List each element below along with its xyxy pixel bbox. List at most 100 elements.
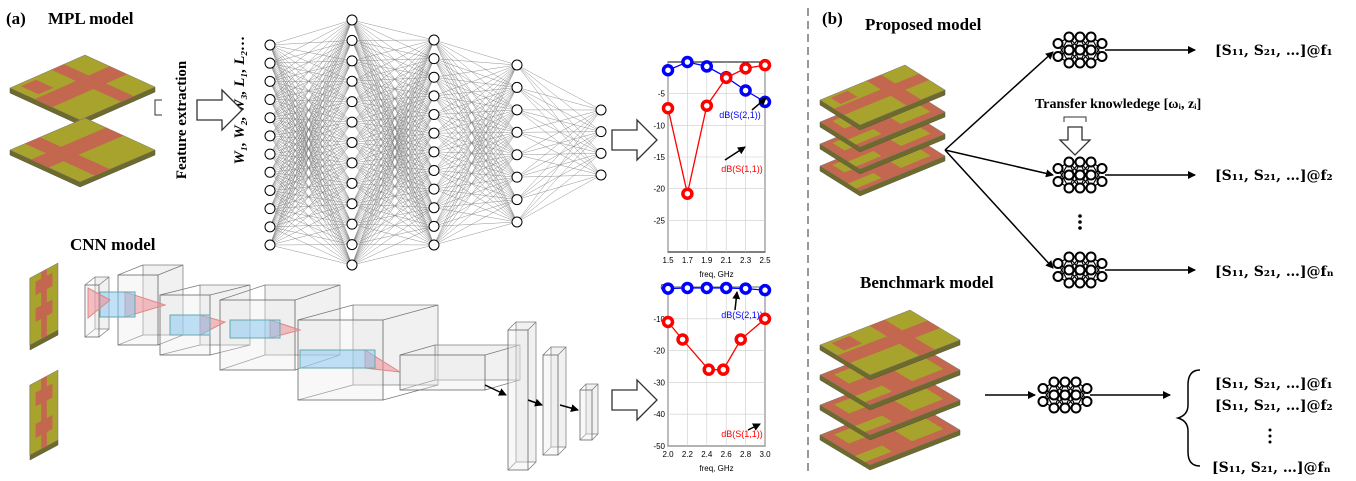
marker: [702, 62, 711, 71]
cnn-box-edge: [508, 322, 516, 330]
neuron: [347, 158, 357, 168]
connection: [352, 20, 434, 96]
cnn-box-edge: [580, 384, 586, 390]
marker: [683, 283, 692, 292]
neuron: [1039, 384, 1048, 393]
neuron: [265, 113, 275, 123]
connection: [434, 87, 517, 170]
neuron: [265, 222, 275, 232]
hollow-arrow: [612, 120, 657, 160]
feature-slab: [300, 350, 375, 368]
marker: [678, 335, 687, 344]
connection: [517, 132, 601, 155]
neuron: [1072, 391, 1081, 400]
neuron: [429, 203, 439, 213]
connection: [434, 152, 517, 177]
neuron: [1065, 171, 1074, 180]
brace: [1178, 370, 1200, 466]
neuron: [1087, 46, 1096, 55]
neuron: [1050, 391, 1059, 400]
y-tick-label: -20: [653, 185, 665, 194]
neuron: [512, 127, 522, 137]
neuron: [1065, 158, 1074, 167]
y-tick-label: -10: [653, 121, 665, 130]
neuron: [265, 58, 275, 68]
neuron: [1065, 279, 1074, 288]
marker: [741, 86, 750, 95]
series-label: dB(S(2,1)): [721, 310, 763, 320]
neuron: [1076, 171, 1085, 180]
neuron: [1076, 46, 1085, 55]
connection: [434, 87, 517, 245]
neuron: [512, 195, 522, 205]
neuron: [512, 82, 522, 92]
cnn-title: CNN model: [70, 235, 156, 254]
y-tick-label: -15: [653, 153, 665, 162]
ellipsis-dot: [1269, 429, 1272, 432]
neuron: [1065, 33, 1074, 42]
ellipsis-dot: [1078, 220, 1082, 224]
series-label: dB(S(2,1)): [719, 110, 761, 120]
y-tick-label: -20: [653, 347, 665, 356]
arrow: [945, 150, 1053, 268]
output-label: [S₁₁, S₂₁, …]@f₂: [1215, 398, 1333, 414]
neuron: [1087, 158, 1096, 167]
hollow-arrow: [1060, 127, 1090, 155]
connection: [270, 40, 352, 81]
connection: [517, 110, 601, 132]
y-tick-label: -25: [653, 216, 665, 225]
neuron: [347, 76, 357, 86]
neuron: [429, 221, 439, 231]
arrow: [945, 150, 1053, 175]
connection: [517, 175, 601, 222]
neuron: [1050, 378, 1059, 387]
neuron: [1072, 378, 1081, 387]
neuron: [1087, 33, 1096, 42]
x-tick-label: 2.0: [662, 450, 674, 459]
marker: [702, 101, 711, 110]
neuron: [1054, 272, 1063, 281]
marker: [741, 284, 750, 293]
neuron: [429, 165, 439, 175]
neuron: [429, 72, 439, 82]
neuron: [265, 149, 275, 159]
series-label: dB(S(1,1)): [721, 164, 763, 174]
y-tick-label: -30: [653, 378, 665, 387]
ellipsis-dot: [1078, 214, 1082, 218]
neuron: [347, 15, 357, 25]
connection: [517, 65, 601, 132]
neuron: [1087, 171, 1096, 180]
neuron: [347, 199, 357, 209]
connection: [270, 163, 352, 245]
connection: [352, 81, 434, 170]
neuron: [265, 240, 275, 250]
output-label: [S₁₁, S₂₁, …]@fₙ: [1212, 460, 1331, 476]
bracket: [1064, 117, 1086, 122]
proposed-title: Proposed model: [865, 15, 982, 34]
marker: [722, 73, 731, 82]
marker: [683, 58, 692, 67]
neuron: [1065, 253, 1074, 262]
neuron: [1076, 59, 1085, 68]
marker: [683, 189, 692, 198]
neuron: [1098, 164, 1107, 173]
connection: [517, 153, 601, 199]
marker: [741, 64, 750, 73]
connection: [517, 155, 601, 175]
cnn-box-edge: [99, 329, 109, 337]
marker: [761, 286, 770, 295]
neuron: [1061, 378, 1070, 387]
x-tick-label: 2.3: [740, 256, 752, 265]
ellipsis-dot: [1269, 441, 1272, 444]
neuron: [1098, 259, 1107, 268]
neuron: [429, 54, 439, 64]
connection: [352, 81, 434, 133]
x-tick-label: 2.4: [701, 450, 713, 459]
hollow-arrow: [612, 380, 657, 420]
figure: 1.51.71.92.12.32.5-25-20-15-10-5freq, GH…: [0, 0, 1356, 481]
x-tick-label: 3.0: [759, 450, 771, 459]
neuron: [1065, 46, 1074, 55]
neuron: [347, 240, 357, 250]
connection: [517, 87, 601, 175]
cnn-box-edge: [543, 347, 551, 355]
